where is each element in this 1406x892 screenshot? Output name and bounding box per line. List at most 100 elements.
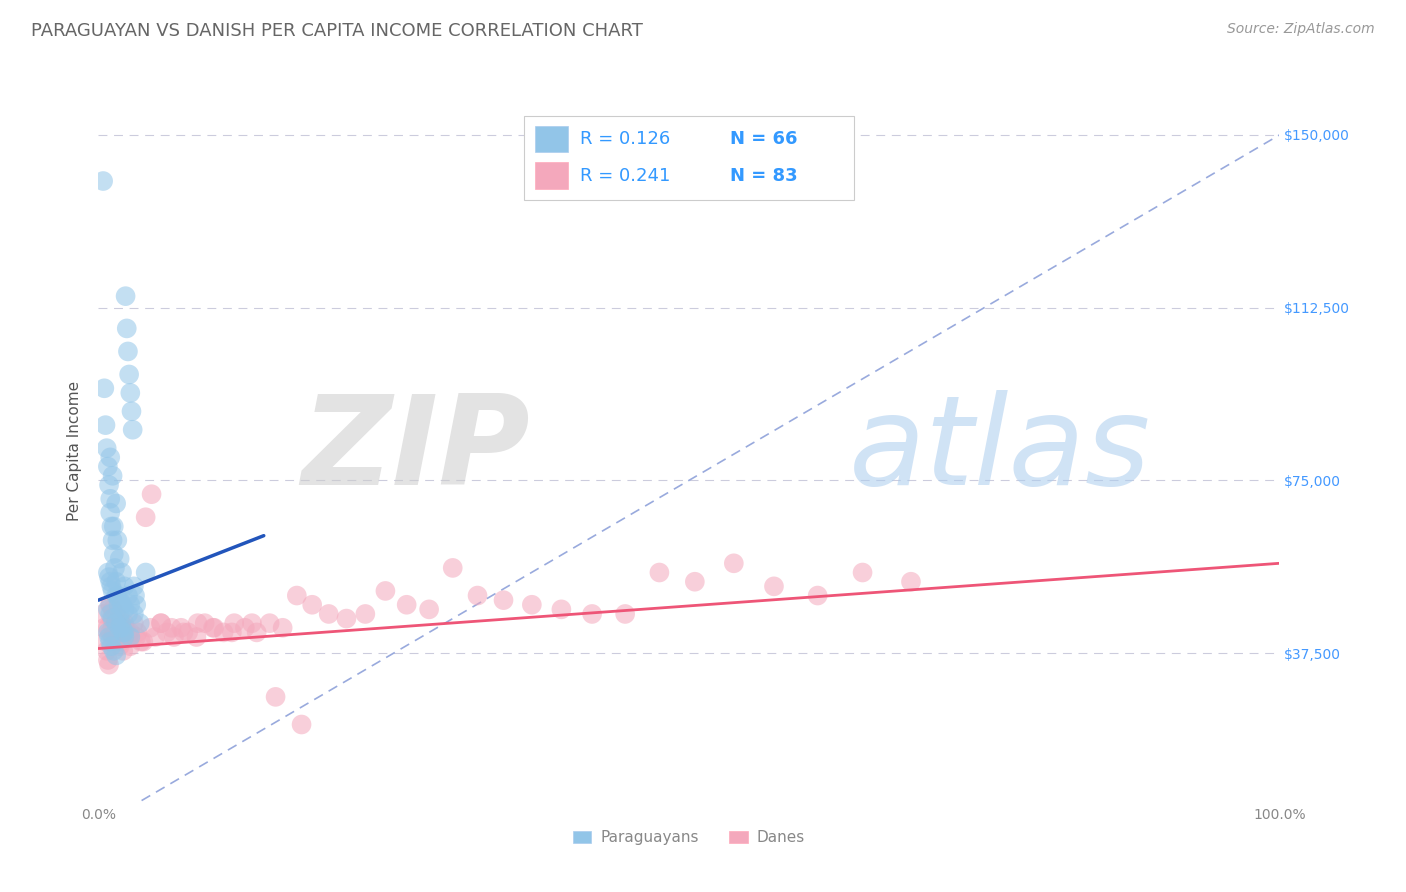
Danes: [614, 607, 637, 621]
Paraguayans: [111, 598, 134, 612]
Danes: [108, 639, 131, 653]
Danes: [105, 634, 128, 648]
Danes: [318, 607, 340, 621]
Danes: [122, 616, 145, 631]
Paraguayans: [98, 630, 121, 644]
Danes: [112, 644, 135, 658]
Danes: [143, 630, 166, 644]
Text: N = 66: N = 66: [730, 130, 797, 148]
Paraguayans: [98, 634, 121, 648]
Paraguayans: [121, 404, 143, 418]
Paraguayans: [103, 644, 125, 658]
Danes: [105, 616, 128, 631]
Paraguayans: [98, 570, 121, 584]
Text: N = 83: N = 83: [730, 167, 797, 185]
Paraguayans: [101, 611, 124, 625]
Danes: [108, 611, 131, 625]
Paraguayans: [112, 625, 135, 640]
Danes: [170, 621, 193, 635]
Paraguayans: [105, 648, 128, 663]
Text: PARAGUAYAN VS DANISH PER CAPITA INCOME CORRELATION CHART: PARAGUAYAN VS DANISH PER CAPITA INCOME C…: [31, 22, 643, 40]
Paraguayans: [118, 368, 141, 382]
Text: ZIP: ZIP: [301, 390, 530, 511]
Danes: [160, 621, 183, 635]
Paraguayans: [108, 621, 131, 635]
Danes: [98, 598, 121, 612]
Paraguayans: [100, 579, 122, 593]
Danes: [107, 625, 129, 640]
Paraguayans: [135, 566, 157, 580]
Danes: [127, 625, 149, 640]
Paraguayans: [111, 566, 134, 580]
Danes: [186, 630, 208, 644]
Danes: [194, 616, 217, 631]
Danes: [120, 625, 142, 640]
Danes: [395, 598, 418, 612]
Y-axis label: Per Capita Income: Per Capita Income: [67, 380, 83, 521]
Danes: [139, 621, 162, 635]
Danes: [177, 625, 200, 640]
Danes: [900, 574, 922, 589]
Danes: [301, 598, 323, 612]
Danes: [120, 639, 142, 653]
Danes: [98, 657, 121, 672]
Danes: [98, 598, 121, 612]
Paraguayans: [101, 583, 124, 598]
Danes: [221, 625, 243, 640]
Danes: [264, 690, 287, 704]
Danes: [290, 717, 312, 731]
Paraguayans: [122, 579, 145, 593]
FancyBboxPatch shape: [536, 162, 568, 189]
Paraguayans: [107, 598, 129, 612]
Danes: [354, 607, 377, 621]
Danes: [150, 616, 173, 631]
Paraguayans: [117, 589, 139, 603]
Danes: [97, 621, 120, 635]
Paraguayans: [121, 423, 143, 437]
Paraguayans: [101, 533, 124, 548]
Danes: [187, 616, 209, 631]
Danes: [683, 574, 706, 589]
Danes: [246, 625, 269, 640]
Danes: [374, 583, 396, 598]
Paraguayans: [94, 418, 117, 433]
Paraguayans: [120, 385, 142, 400]
Paraguayans: [112, 602, 135, 616]
Danes: [807, 589, 830, 603]
Danes: [91, 607, 114, 621]
Danes: [105, 607, 128, 621]
Danes: [114, 621, 136, 635]
Danes: [125, 630, 148, 644]
Paraguayans: [93, 381, 115, 395]
Paraguayans: [103, 547, 125, 561]
Danes: [129, 634, 152, 648]
Paraguayans: [108, 607, 131, 621]
Text: R = 0.126: R = 0.126: [581, 130, 671, 148]
Paraguayans: [105, 574, 128, 589]
Paraguayans: [105, 589, 128, 603]
Danes: [233, 621, 256, 635]
Danes: [110, 634, 132, 648]
Paraguayans: [111, 621, 134, 635]
Legend: Paraguayans, Danes: Paraguayans, Danes: [567, 824, 811, 852]
Paraguayans: [105, 533, 128, 548]
Paraguayans: [128, 616, 150, 631]
Paraguayans: [105, 616, 128, 631]
Paraguayans: [108, 551, 131, 566]
Paraguayans: [117, 344, 139, 359]
Paraguayans: [98, 450, 121, 465]
Danes: [94, 634, 117, 648]
Danes: [132, 634, 155, 648]
Danes: [467, 589, 489, 603]
Danes: [135, 510, 157, 524]
Paraguayans: [110, 616, 132, 631]
Paraguayans: [98, 574, 121, 589]
Paraguayans: [101, 468, 124, 483]
Paraguayans: [98, 491, 121, 506]
Paraguayans: [97, 602, 120, 616]
Paraguayans: [125, 598, 148, 612]
Paraguayans: [97, 566, 120, 580]
Paraguayans: [100, 519, 122, 533]
Paraguayans: [91, 174, 114, 188]
Danes: [98, 625, 121, 640]
